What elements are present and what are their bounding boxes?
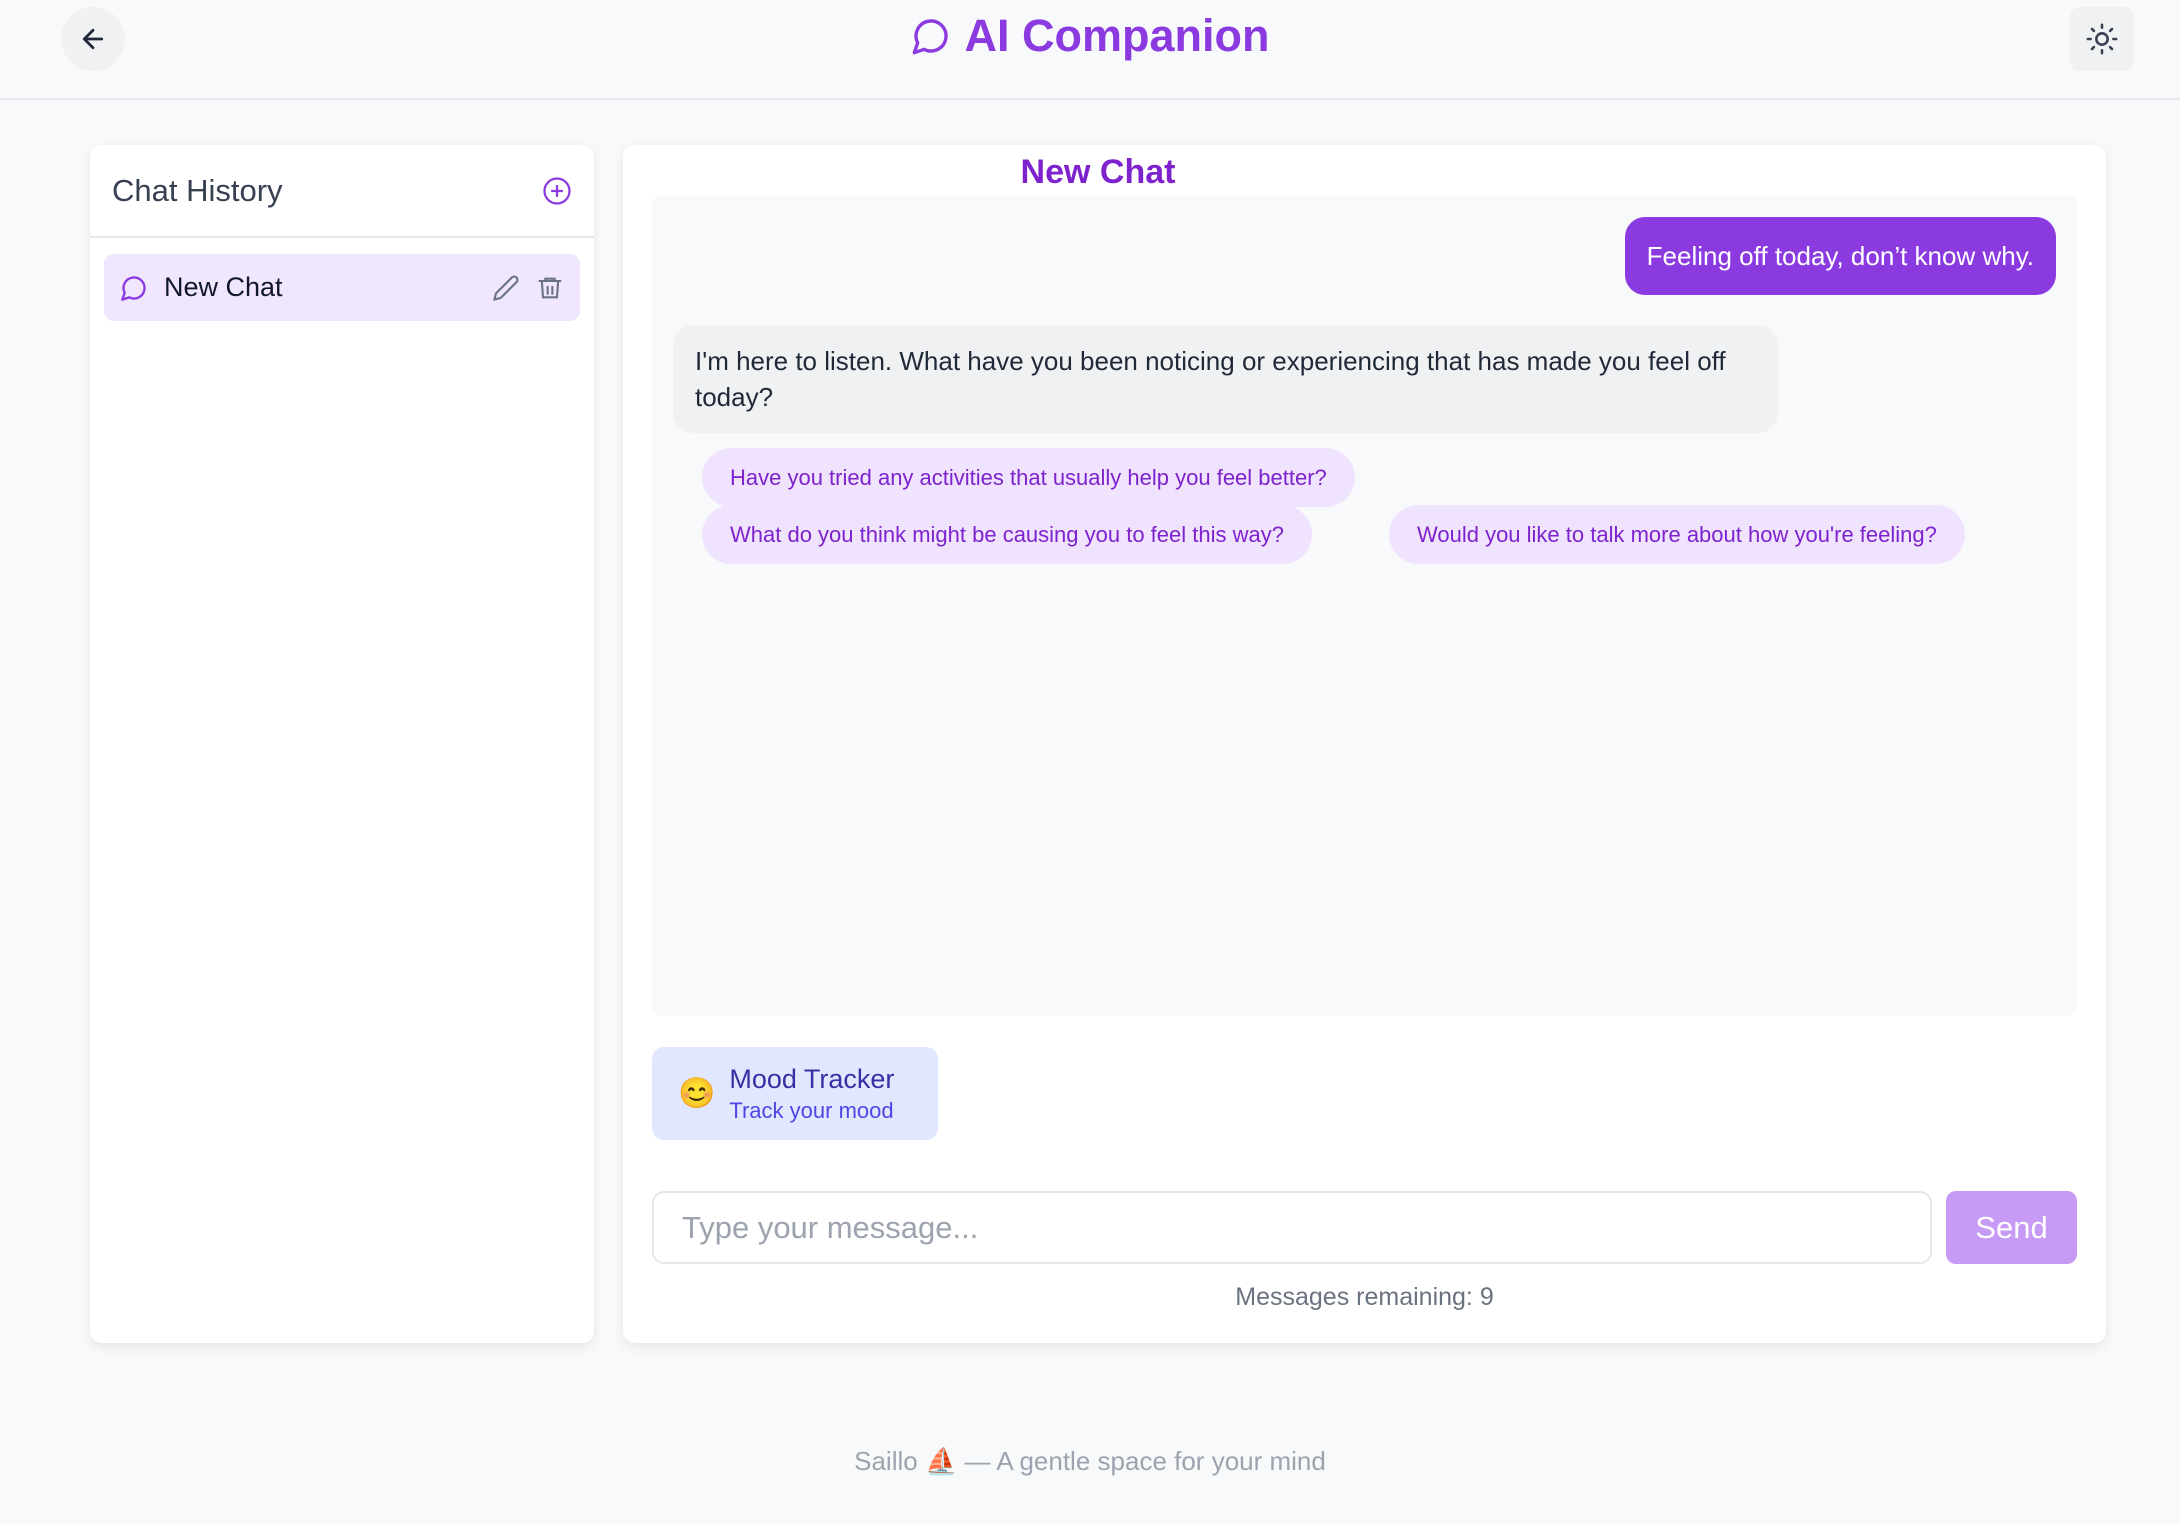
smile-emoji-icon: 😊 xyxy=(678,1077,716,1110)
theme-toggle-button[interactable] xyxy=(2070,7,2134,71)
app-title-text: AI Companion xyxy=(964,10,1270,61)
app-header: AI Companion xyxy=(0,0,2180,100)
chat-panel: New Chat Feeling off today, don’t know w… xyxy=(623,145,2106,1343)
chat-bubble-icon xyxy=(121,275,146,301)
app-title: AI Companion xyxy=(0,10,2180,62)
chat-history-sidebar: Chat History New Chat xyxy=(90,145,594,1343)
message-list: Feeling off today, don’t know why. I'm h… xyxy=(652,195,2077,1016)
chat-title: New Chat xyxy=(1020,153,1176,191)
message-input[interactable] xyxy=(652,1191,1932,1264)
pencil-icon[interactable] xyxy=(492,274,520,302)
plus-circle-icon[interactable] xyxy=(542,176,572,206)
chat-bubble-icon xyxy=(912,19,948,55)
mood-tracker-button[interactable]: 😊 Mood Tracker Track your mood xyxy=(652,1047,938,1140)
arrow-left-icon xyxy=(82,28,104,50)
trash-icon[interactable] xyxy=(536,274,564,302)
sidebar-item-label: New Chat xyxy=(164,272,283,302)
messages-remaining: Messages remaining: 9 xyxy=(1235,1283,1494,1311)
footer-tagline: Saillo ⛵ — A gentle space for your mind xyxy=(854,1446,1326,1476)
user-message: Feeling off today, don’t know why. xyxy=(1624,217,2056,295)
assistant-message: I'm here to listen. What have you been n… xyxy=(673,325,1778,433)
sidebar-item-new-chat[interactable]: New Chat xyxy=(104,254,580,321)
mood-tracker-subtitle: Track your mood xyxy=(729,1097,894,1123)
sidebar-title: Chat History xyxy=(112,172,283,208)
suggestion-chip[interactable]: Have you tried any activities that usual… xyxy=(702,448,1355,507)
sun-icon xyxy=(2086,23,2118,55)
mood-tracker-title: Mood Tracker xyxy=(729,1063,895,1094)
suggestion-chip[interactable]: What do you think might be causing you t… xyxy=(702,505,1312,564)
back-button[interactable] xyxy=(61,7,125,71)
suggestion-chip[interactable]: Would you like to talk more about how yo… xyxy=(1389,505,1965,564)
send-button[interactable]: Send xyxy=(1946,1191,2077,1264)
